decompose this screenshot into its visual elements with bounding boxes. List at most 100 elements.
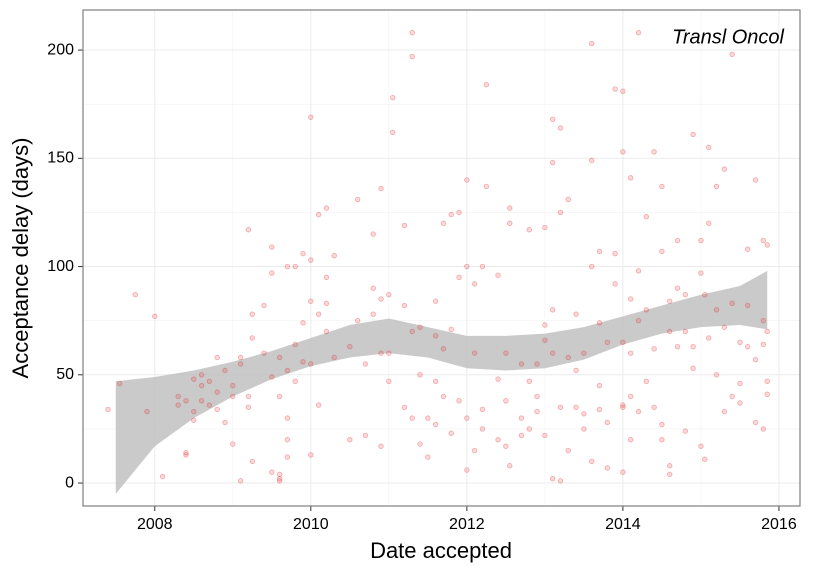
point [245, 404, 252, 410]
point [479, 406, 486, 413]
point [269, 469, 275, 475]
point [620, 88, 626, 94]
point [596, 248, 603, 255]
point [729, 393, 735, 400]
point [627, 437, 634, 443]
point [417, 441, 423, 447]
point [659, 421, 665, 428]
point [674, 237, 681, 244]
point [370, 231, 376, 237]
point [370, 285, 376, 291]
point [456, 274, 462, 281]
point [612, 281, 618, 287]
point [737, 380, 743, 387]
point [378, 185, 384, 192]
point [635, 30, 642, 36]
point [503, 443, 509, 449]
point [737, 339, 743, 346]
y-tick-label: 50 [56, 366, 74, 383]
point [401, 404, 408, 410]
point [284, 415, 291, 421]
point [308, 361, 314, 367]
y-tick-label: 150 [47, 150, 74, 167]
point [425, 454, 431, 460]
point [464, 177, 470, 183]
point [214, 389, 220, 395]
point [183, 398, 189, 404]
point [370, 311, 376, 317]
point [292, 341, 298, 348]
point [620, 469, 626, 475]
point [237, 361, 244, 367]
point [542, 337, 548, 343]
point [448, 326, 454, 333]
point [713, 372, 720, 378]
point [557, 125, 564, 131]
point [627, 350, 634, 356]
point [573, 311, 579, 317]
point [612, 86, 618, 92]
point [764, 378, 770, 384]
point [667, 471, 673, 478]
point [245, 393, 252, 400]
point [464, 263, 470, 270]
point [764, 391, 770, 397]
point [604, 419, 610, 426]
point [214, 406, 220, 413]
point [245, 227, 252, 233]
point [448, 430, 454, 436]
point [534, 393, 540, 400]
point [729, 51, 735, 58]
point [230, 441, 236, 447]
point [409, 30, 415, 36]
point [745, 302, 751, 309]
point [752, 356, 759, 363]
point [581, 411, 587, 417]
point [464, 467, 470, 473]
point [249, 311, 256, 317]
point [331, 354, 337, 361]
point [674, 285, 681, 291]
point [440, 393, 447, 400]
point [635, 268, 642, 274]
point [354, 317, 361, 324]
point [432, 421, 439, 428]
point [635, 317, 642, 324]
point [479, 426, 486, 432]
point [409, 415, 415, 421]
point [159, 473, 166, 480]
point [612, 250, 618, 257]
point [503, 398, 509, 404]
point [507, 205, 513, 211]
point [596, 406, 603, 413]
point [549, 159, 556, 166]
point [432, 298, 439, 304]
point [604, 339, 610, 346]
point [448, 211, 454, 218]
point [760, 341, 767, 348]
point [752, 177, 759, 183]
point [542, 322, 548, 328]
point [698, 443, 704, 449]
point [557, 478, 564, 484]
point [507, 463, 513, 469]
point [526, 426, 532, 432]
point [284, 454, 291, 460]
point [737, 400, 743, 406]
point [702, 291, 708, 298]
point [557, 404, 564, 410]
point [620, 404, 626, 410]
y-axis-title: Acceptance delay (days) [8, 138, 33, 379]
point [651, 404, 657, 410]
point [183, 452, 189, 458]
point [581, 350, 587, 356]
point [378, 296, 384, 302]
point [323, 274, 330, 281]
point [557, 209, 564, 216]
point [347, 343, 353, 350]
point [760, 317, 767, 324]
point [760, 237, 767, 244]
point [440, 346, 447, 352]
point [651, 149, 657, 155]
point [308, 452, 314, 458]
